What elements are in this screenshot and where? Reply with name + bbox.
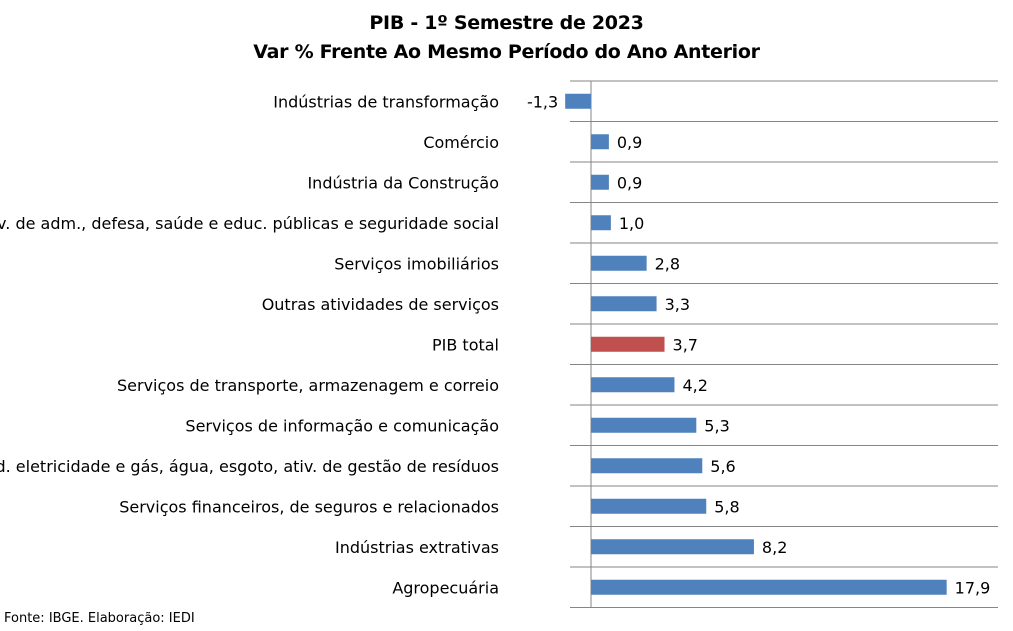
- data-label: 3,7: [673, 335, 698, 354]
- data-label: 5,6: [710, 457, 735, 476]
- category-label: Serviços de transporte, armazenagem e co…: [117, 376, 499, 395]
- chart-subtitle: Var % Frente Ao Mesmo Período do Ano Ant…: [253, 41, 760, 63]
- category-label: Serviços imobiliários: [334, 254, 499, 273]
- category-label: Serviços financeiros, de seguros e relac…: [119, 497, 499, 516]
- category-label: Serviços de informação e comunicação: [185, 416, 499, 435]
- data-label: 4,2: [682, 376, 707, 395]
- data-label: 0,9: [617, 173, 642, 192]
- category-label: Indústria da Construção: [307, 173, 499, 192]
- data-label: 3,3: [665, 295, 690, 314]
- bar: [591, 255, 647, 271]
- category-label: Indústrias de transformação: [273, 92, 499, 111]
- data-label: -1,3: [527, 92, 558, 111]
- data-label: 5,8: [714, 497, 739, 516]
- data-label: 17,9: [955, 578, 991, 597]
- bar: [591, 296, 657, 312]
- data-label: 8,2: [762, 538, 787, 557]
- bar: [591, 539, 754, 555]
- data-label: 2,8: [655, 254, 680, 273]
- category-label: Serv. de adm., defesa, saúde e educ. púb…: [0, 214, 499, 233]
- bar: [591, 174, 609, 190]
- bar: [591, 417, 697, 433]
- category-label: Indústrias extrativas: [335, 538, 499, 557]
- bar-highlight: [591, 336, 665, 352]
- bar: [591, 498, 707, 514]
- bar: [591, 377, 675, 393]
- source-note: Fonte: IBGE. Elaboração: IEDI: [4, 611, 195, 626]
- category-label: Outras atividades de serviços: [262, 295, 499, 314]
- data-label: 1,0: [619, 214, 644, 233]
- bar: [591, 134, 609, 150]
- bar: [591, 215, 611, 231]
- category-label: Comércio: [423, 133, 499, 152]
- category-label: Agropecuária: [392, 578, 499, 597]
- chart-title: PIB - 1º Semestre de 2023: [369, 12, 644, 34]
- category-label: PIB total: [432, 335, 499, 354]
- category-label: Ind. eletricidade e gás, água, esgoto, a…: [0, 457, 499, 476]
- data-label: 5,3: [704, 416, 729, 435]
- data-label: 0,9: [617, 133, 642, 152]
- bar: [591, 579, 947, 595]
- bar: [591, 458, 703, 474]
- bar: [565, 93, 591, 109]
